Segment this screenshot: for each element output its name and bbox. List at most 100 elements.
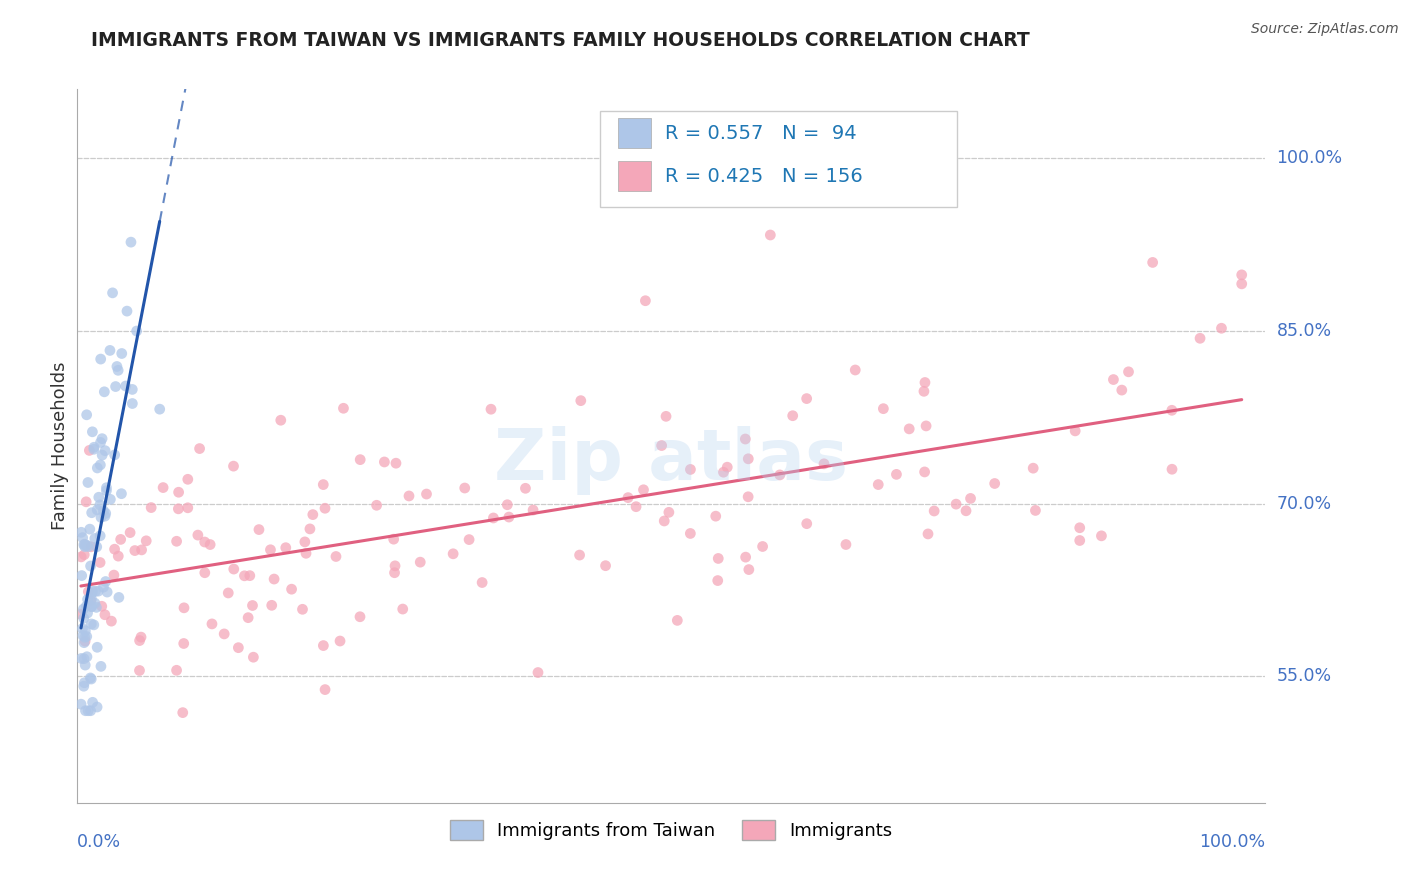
Point xyxy=(128,664,150,678)
Point xyxy=(242,650,264,665)
Point xyxy=(107,549,129,563)
Point xyxy=(1022,461,1045,475)
Point xyxy=(274,541,297,555)
Point xyxy=(955,504,977,518)
Point xyxy=(107,363,129,377)
Point xyxy=(80,594,103,608)
Point xyxy=(108,591,131,605)
Point xyxy=(706,574,728,588)
Point xyxy=(959,491,981,506)
Point xyxy=(72,629,94,643)
Point xyxy=(94,574,117,589)
Point xyxy=(93,384,115,399)
Point xyxy=(298,522,321,536)
Point xyxy=(301,508,323,522)
Point xyxy=(86,700,108,714)
Point xyxy=(124,543,146,558)
Point xyxy=(121,383,143,397)
Point xyxy=(734,550,756,565)
Point xyxy=(914,376,936,390)
Point xyxy=(652,514,675,528)
Point xyxy=(98,492,121,507)
Text: R = 0.425   N = 156: R = 0.425 N = 156 xyxy=(665,167,863,186)
FancyBboxPatch shape xyxy=(600,111,956,207)
Point xyxy=(70,651,93,665)
Point xyxy=(945,497,967,511)
Point xyxy=(167,485,190,500)
Point xyxy=(633,483,655,497)
Point xyxy=(263,572,285,586)
Point xyxy=(239,568,262,582)
Point xyxy=(522,503,544,517)
Point xyxy=(382,532,405,546)
Point xyxy=(94,443,117,458)
Point xyxy=(222,459,245,474)
Point xyxy=(79,443,101,458)
Point xyxy=(1064,424,1087,438)
Point xyxy=(79,704,101,718)
Point xyxy=(76,592,98,607)
Point xyxy=(294,535,316,549)
Legend: Immigrants from Taiwan, Immigrants: Immigrants from Taiwan, Immigrants xyxy=(443,813,900,847)
Point xyxy=(90,659,112,673)
Point xyxy=(84,584,107,599)
Point xyxy=(349,452,371,467)
Point xyxy=(104,379,127,393)
Point xyxy=(103,542,125,557)
Text: 85.0%: 85.0% xyxy=(1277,322,1331,340)
Point xyxy=(198,537,221,551)
Point xyxy=(482,511,505,525)
Text: R = 0.557   N =  94: R = 0.557 N = 94 xyxy=(665,124,858,143)
Point xyxy=(73,651,96,665)
Point xyxy=(73,548,96,562)
Point xyxy=(86,600,108,615)
Point xyxy=(114,379,136,393)
Point xyxy=(796,516,818,531)
Point xyxy=(295,546,318,560)
Point xyxy=(166,663,188,677)
Point xyxy=(80,540,103,554)
Point xyxy=(90,352,112,367)
Point xyxy=(409,555,432,569)
Point xyxy=(77,540,100,554)
Point xyxy=(87,490,110,504)
FancyBboxPatch shape xyxy=(617,119,651,148)
Point xyxy=(325,549,347,564)
Point xyxy=(83,618,105,632)
Point xyxy=(247,523,270,537)
Point xyxy=(1142,255,1164,269)
Point xyxy=(737,451,759,466)
Point xyxy=(120,235,142,249)
Point xyxy=(454,481,477,495)
Point xyxy=(655,409,678,424)
Point xyxy=(914,465,936,479)
Point xyxy=(1211,321,1233,335)
Point xyxy=(707,551,730,566)
Point xyxy=(111,346,134,360)
Point xyxy=(89,498,111,512)
Point xyxy=(384,558,406,573)
Point xyxy=(187,528,209,542)
Point xyxy=(1069,521,1091,535)
Point xyxy=(77,704,100,718)
Point xyxy=(94,509,117,524)
Point xyxy=(83,440,105,454)
Point xyxy=(82,425,104,439)
Point xyxy=(912,384,935,399)
Point xyxy=(101,285,124,300)
Point xyxy=(91,448,114,462)
Point xyxy=(1102,373,1125,387)
Point xyxy=(82,695,104,709)
Point xyxy=(89,458,111,472)
Point xyxy=(458,533,481,547)
Point xyxy=(141,500,163,515)
Point xyxy=(166,534,188,549)
Point xyxy=(737,490,759,504)
Point xyxy=(314,682,336,697)
Point xyxy=(80,599,103,614)
Point xyxy=(385,456,408,470)
Point xyxy=(82,584,104,599)
Point xyxy=(898,422,921,436)
Point xyxy=(479,402,502,417)
Point xyxy=(90,599,112,614)
